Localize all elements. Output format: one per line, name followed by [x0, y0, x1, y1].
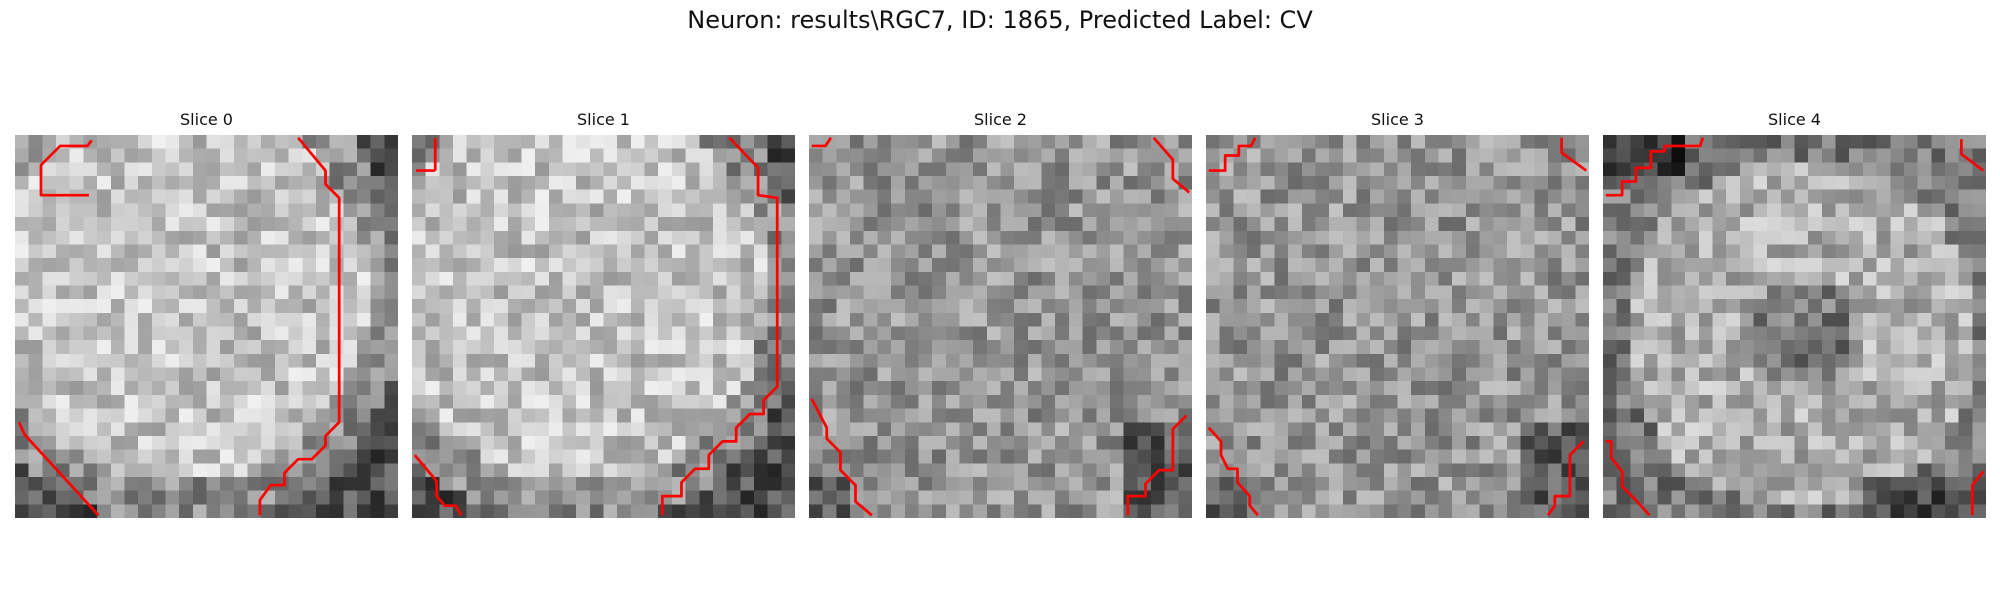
contour-line-2 [810, 398, 873, 517]
contour-line-0 [811, 136, 833, 148]
slice-panel-3: Slice 3 [1206, 108, 1589, 518]
slice-title-3: Slice 3 [1371, 110, 1424, 129]
contour-line-0 [1605, 137, 1705, 197]
pixel-grid [15, 135, 398, 518]
slice-panel-0: Slice 0 [15, 108, 398, 518]
slice-image-3 [1206, 135, 1589, 518]
contour-line-1 [1560, 137, 1588, 172]
contour-line-3 [413, 454, 463, 516]
contour-line-3 [1970, 470, 1985, 516]
slice-panel-1: Slice 1 [412, 108, 795, 518]
slice-image-2 [809, 135, 1192, 518]
contour-line-2 [1605, 440, 1651, 517]
slice-image-1 [412, 135, 795, 518]
slice-image-0 [15, 135, 398, 518]
slice-title-4: Slice 4 [1768, 110, 1821, 129]
contour-line-0 [1208, 137, 1257, 172]
contour-line-2 [1207, 426, 1260, 517]
slice-panel-4: Slice 4 [1603, 108, 1986, 518]
contour-line-0 [39, 139, 93, 197]
slice-title-0: Slice 0 [180, 110, 233, 129]
contour-line-2 [660, 136, 779, 516]
pixel-grid [1206, 135, 1589, 518]
contour-line-3 [1126, 414, 1188, 516]
slice-panel-2: Slice 2 [809, 108, 1192, 518]
slice-title-1: Slice 1 [577, 110, 630, 129]
contour-line-1 [1960, 139, 1985, 172]
pixel-grid [809, 135, 1192, 518]
slice-image-4 [1603, 135, 1986, 518]
contour-line-1 [258, 136, 341, 516]
pixel-grid [412, 135, 795, 518]
pixel-grid [1603, 135, 1986, 518]
contour-line-1 [1152, 136, 1191, 194]
contour-line-3 [1546, 440, 1585, 517]
slice-title-2: Slice 2 [974, 110, 1027, 129]
contour-line-2 [17, 421, 100, 517]
figure-title: Neuron: results\RGC7, ID: 1865, Predicte… [687, 6, 1313, 34]
